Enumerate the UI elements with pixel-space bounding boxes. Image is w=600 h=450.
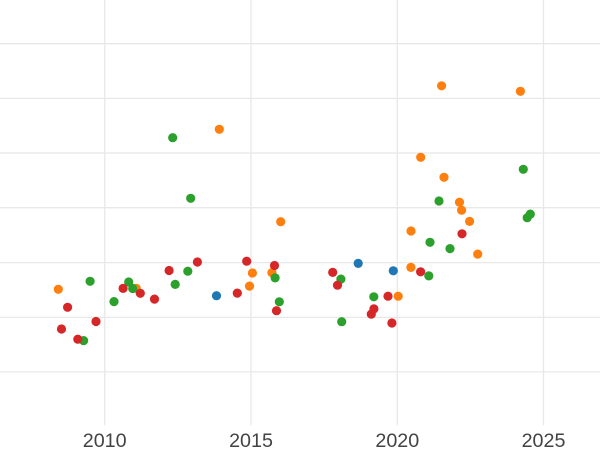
- svg-text:2015: 2015: [229, 430, 273, 450]
- svg-text:2020: 2020: [375, 430, 419, 450]
- svg-text:2010: 2010: [83, 430, 127, 450]
- svg-text:2025: 2025: [522, 430, 566, 450]
